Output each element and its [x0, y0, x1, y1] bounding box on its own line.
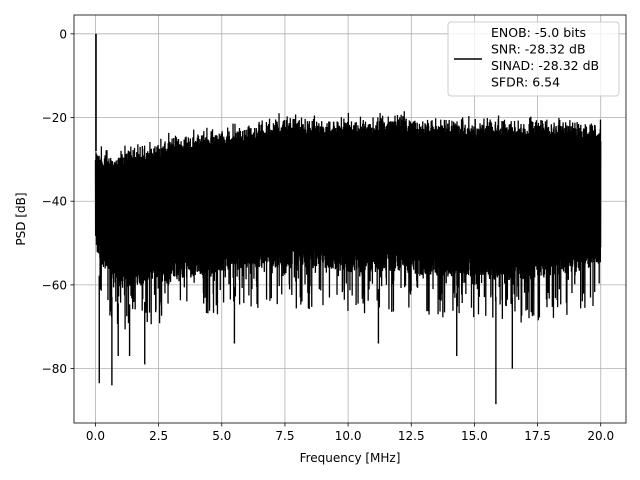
- y-axis-label: PSD [dB]: [14, 192, 28, 245]
- legend-label-line: SINAD: -28.32 dB: [491, 58, 599, 73]
- y-tick-label: −60: [42, 278, 67, 292]
- psd-trace: [94, 111, 602, 330]
- legend: ENOB: -5.0 bits SNR: -28.32 dB SINAD: -28.…: [447, 21, 620, 97]
- y-axis-ticks: 0 −20 −40 −60 −80: [42, 27, 74, 376]
- legend-label-line: SNR: -28.32 dB: [491, 42, 586, 57]
- y-tick-label: −80: [42, 362, 67, 376]
- x-tick-label: 2.5: [149, 429, 168, 443]
- legend-label-line: ENOB: -5.0 bits: [491, 25, 586, 40]
- x-axis-label: Frequency [MHz]: [300, 451, 401, 465]
- legend-label-line: SFDR: 6.54: [491, 75, 560, 90]
- y-tick-label: 0: [59, 27, 67, 41]
- y-tick-label: −40: [42, 195, 67, 209]
- x-tick-label: 20.0: [587, 429, 614, 443]
- x-tick-label: 10.0: [335, 429, 362, 443]
- x-tick-label: 12.5: [398, 429, 425, 443]
- psd-series: [94, 33, 602, 405]
- x-tick-label: 15.0: [461, 429, 488, 443]
- plot-frame: [73, 14, 627, 424]
- y-tick-label: −20: [42, 111, 67, 125]
- legend-box: [447, 21, 620, 97]
- legend-label: ENOB: -5.0 bits SNR: -28.32 dB SINAD: -28.…: [491, 25, 599, 90]
- x-tick-label: 17.5: [524, 429, 551, 443]
- x-tick-label: 7.5: [275, 429, 294, 443]
- x-tick-label: 5.0: [212, 429, 231, 443]
- x-tick-label: 0.0: [86, 429, 105, 443]
- x-axis-ticks: 0.0 2.5 5.0 7.5 10.0 12.5 15.0 17.5 20.0: [86, 423, 614, 443]
